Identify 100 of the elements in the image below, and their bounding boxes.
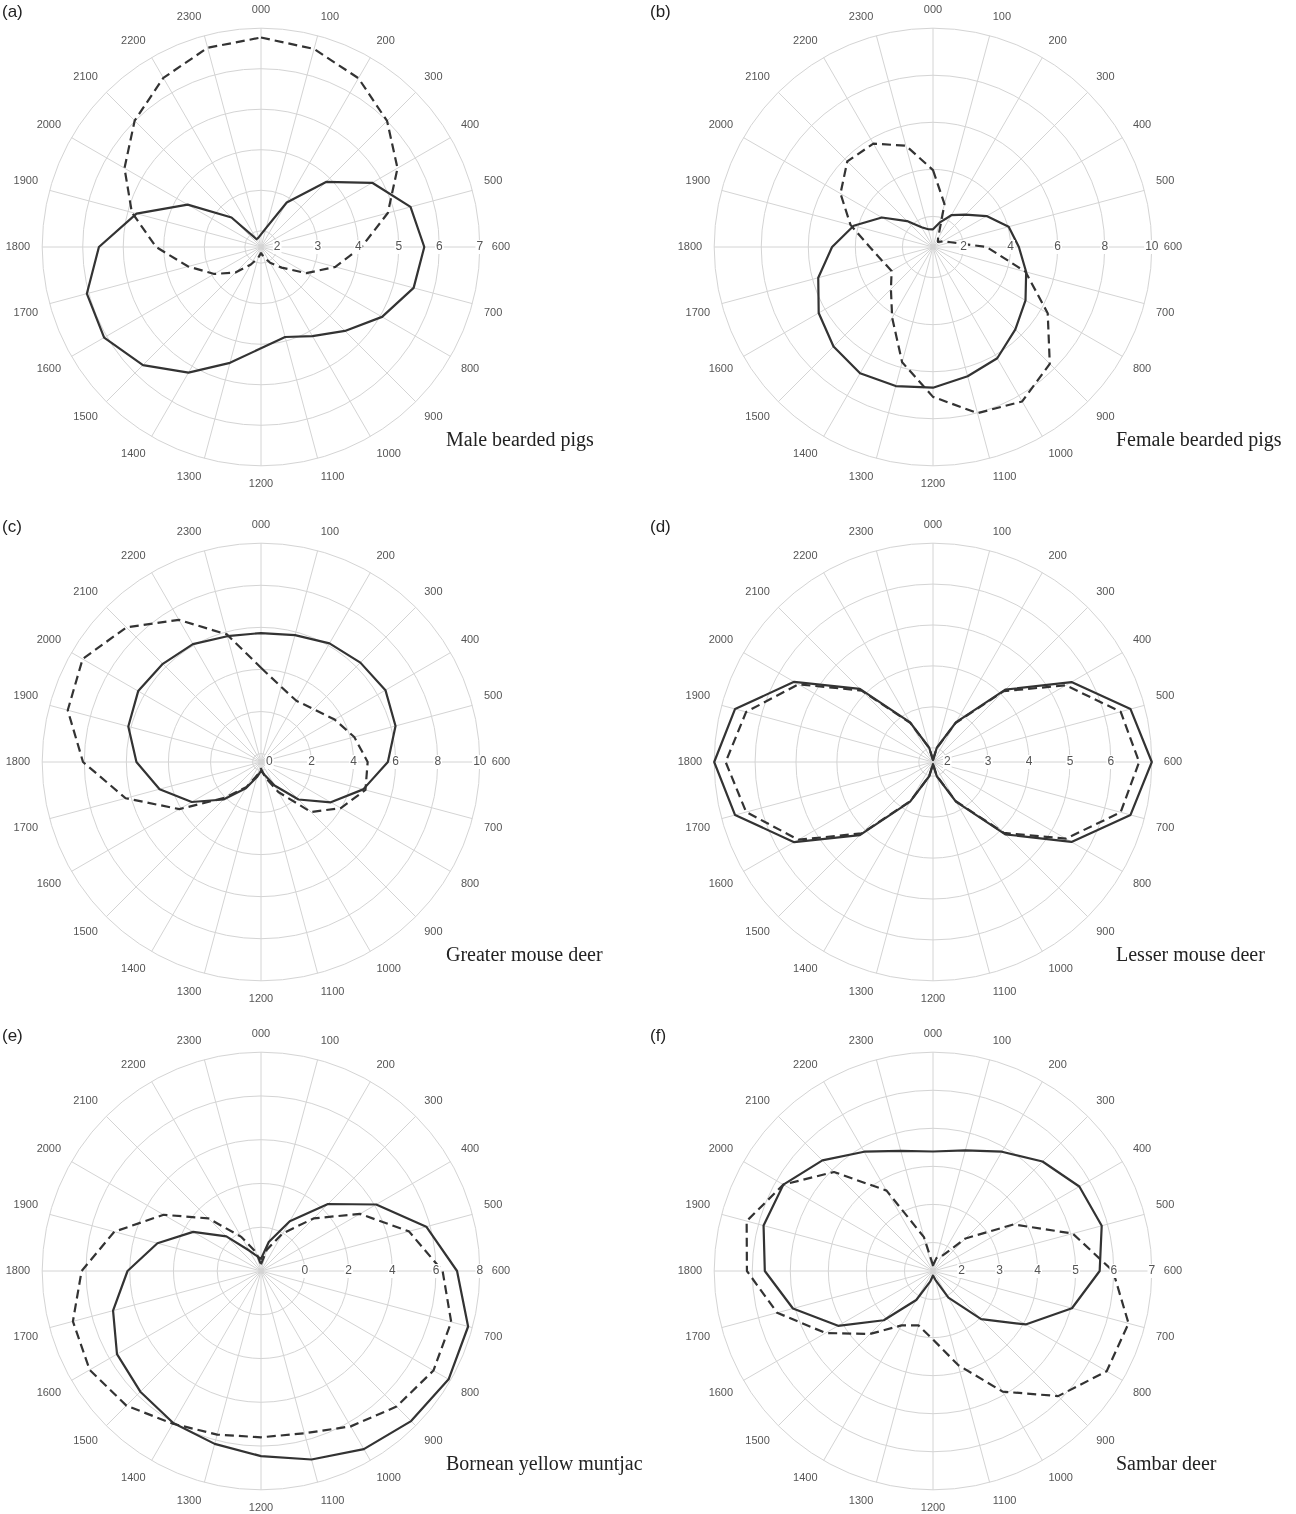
spoke-label: 2100 (73, 70, 98, 83)
chart-title: (c) (2, 517, 22, 537)
chart-title: (a) (2, 2, 23, 22)
spoke-label: 900 (424, 409, 443, 422)
spoke-label: 1300 (848, 469, 874, 482)
spoke-label: 300 (424, 70, 443, 83)
spoke-label: 200 (1048, 548, 1067, 561)
spoke-label: 500 (1155, 173, 1175, 186)
y-tick-label: 2 (345, 1263, 353, 1278)
spoke-label: 1300 (848, 1493, 874, 1506)
spoke-label: 400 (460, 1142, 480, 1155)
y-tick-label: 4 (1025, 754, 1033, 769)
text: Greater mouse deer (446, 943, 603, 966)
spoke-label: 700 (1155, 821, 1175, 834)
y-tick-label: 6 (1107, 754, 1115, 769)
spoke-label: 800 (460, 362, 480, 375)
text: Sambar deer (1116, 1452, 1217, 1475)
spoke-label: 2100 (73, 1094, 98, 1107)
spoke-label: 2300 (848, 1034, 874, 1047)
spoke-label: 1400 (793, 1470, 818, 1483)
spoke-label: 200 (376, 548, 395, 561)
spoke-label: 2100 (745, 70, 770, 83)
spoke-label: 1000 (376, 1470, 401, 1483)
spoke-label: 1700 (685, 821, 711, 834)
spoke-label: 400 (460, 633, 480, 646)
spoke-label: 400 (460, 118, 480, 131)
y-tick-label: 3 (314, 239, 322, 254)
spoke-label: 1100 (320, 984, 345, 997)
spoke-label: 200 (376, 1057, 395, 1070)
spoke-label: 1600 (708, 1386, 734, 1399)
spoke-label: 1100 (992, 1493, 1017, 1506)
y-tick-label: 4 (1007, 239, 1015, 254)
spoke-label: 1700 (13, 1330, 39, 1343)
spoke-label: 1700 (13, 821, 39, 834)
y-tick-label: 2 (958, 1263, 966, 1278)
spoke-label: 600 (491, 240, 511, 253)
spoke-label: 1600 (708, 362, 734, 375)
spoke-label: 1700 (685, 306, 711, 319)
y-tick-label: 10 (1145, 239, 1159, 254)
spoke-label: 700 (483, 1330, 503, 1343)
spoke-label: 000 (251, 2, 271, 15)
y-tick-label: 6 (392, 754, 400, 769)
spoke-label: 1700 (685, 1330, 711, 1343)
spoke-label: 2000 (708, 633, 734, 646)
spoke-label: 2000 (36, 1142, 62, 1155)
spoke-label: 300 (1096, 70, 1115, 83)
y-tick-label: 8 (1101, 239, 1109, 254)
text: Female bearded pigs (1116, 428, 1282, 451)
spoke-label: 2200 (793, 1057, 818, 1070)
spoke-label: 1100 (320, 469, 345, 482)
spoke-label: 1400 (121, 961, 146, 974)
text: Male bearded pigs (446, 428, 594, 451)
y-tick-label: 7 (1148, 1263, 1156, 1278)
spoke-label: 200 (1048, 33, 1067, 46)
chart-title: (b) (650, 2, 671, 22)
spoke-label: 1300 (848, 984, 874, 997)
spoke-label: 000 (251, 517, 271, 530)
spoke-label: 900 (1096, 924, 1115, 937)
spoke-label: 500 (483, 688, 503, 701)
spoke-label: 2100 (73, 585, 98, 598)
spoke-label: 1100 (320, 1493, 345, 1506)
spoke-label: 1500 (745, 924, 770, 937)
spoke-label: 500 (1155, 1197, 1175, 1210)
spoke-label: 1000 (1048, 446, 1073, 459)
spoke-label: 400 (1132, 633, 1152, 646)
spoke-label: 700 (1155, 1330, 1175, 1343)
y-tick-label: 6 (435, 239, 443, 254)
spoke-label: 1000 (376, 446, 401, 459)
spoke-label: 1200 (248, 992, 274, 1005)
y-tick-label: 8 (434, 754, 442, 769)
spoke-label: 1400 (793, 446, 818, 459)
spoke-label: 1500 (73, 924, 98, 937)
spoke-label: 200 (1048, 1057, 1067, 1070)
spoke-label: 1300 (176, 469, 202, 482)
spoke-label: 800 (1132, 1386, 1152, 1399)
spoke-label: 500 (483, 1197, 503, 1210)
spoke-label: 700 (483, 306, 503, 319)
spoke-label: 2100 (745, 1094, 770, 1107)
spoke-label: 2200 (793, 33, 818, 46)
spoke-label: 200 (376, 33, 395, 46)
y-tick-label: 5 (1066, 754, 1074, 769)
spoke-label: 900 (424, 924, 443, 937)
spoke-label: 100 (320, 525, 340, 538)
spoke-label: 1800 (5, 755, 31, 768)
spoke-label: 300 (424, 585, 443, 598)
spoke-label: 1400 (121, 446, 146, 459)
spoke-label: 2200 (121, 1057, 146, 1070)
spoke-label: 600 (1163, 1264, 1183, 1277)
spoke-label: 2300 (176, 10, 202, 23)
spoke-label: 800 (1132, 362, 1152, 375)
spoke-label: 1000 (376, 961, 401, 974)
spoke-label: 600 (1163, 755, 1183, 768)
y-tick-label: 4 (1034, 1263, 1042, 1278)
spoke-label: 100 (320, 1034, 340, 1047)
spoke-label: 900 (1096, 1433, 1115, 1446)
spoke-label: 2000 (708, 1142, 734, 1155)
y-tick-label: 5 (395, 239, 403, 254)
spoke-label: 1100 (992, 984, 1017, 997)
chart-title: (f) (650, 1026, 667, 1046)
spoke-label: 1600 (36, 1386, 62, 1399)
